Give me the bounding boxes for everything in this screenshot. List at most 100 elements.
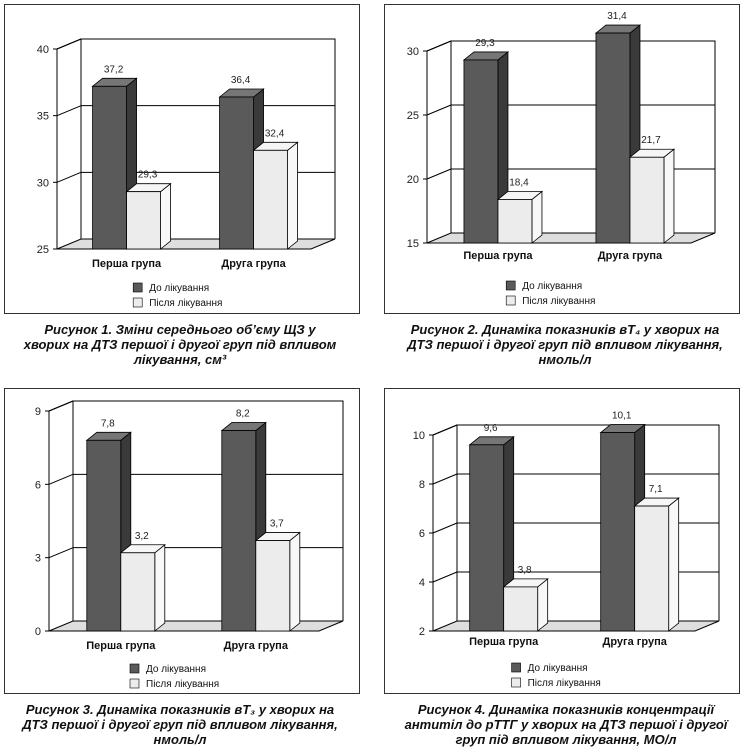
x-category-label: Перша група [469,636,539,648]
gridline-side [432,424,458,436]
chart-frame: 2 4 6 8 10 9,6 3,8 Перша група 10,1 7,1 Друга груп… [384,388,740,694]
y-tick-label: 8 [419,479,425,491]
bar-after-treatment [253,149,288,250]
figure-caption-2: Рисунок 2. Динаміка показників вТ₄ у хво… [407,322,723,367]
bar-before-treatment [221,430,257,632]
bar-side [160,182,171,250]
chart-panel-1: 25 30 35 40 37,2 29,3 Перша група 36,4 32,4 Друга… [4,4,360,314]
x-category-label: Перша група [463,250,533,262]
gridline-side [432,522,458,534]
data-label: 37,2 [104,64,124,75]
legend-label-after: Після лікування [146,679,219,690]
bar-after-treatment [503,586,539,632]
bar-after-treatment [634,505,670,632]
legend-swatch-after [129,678,140,689]
y-tick-label: 25 [37,244,49,256]
legend-label-after: Після лікування [149,298,222,309]
chart-panel-2: 15 20 25 30 29,3 18,4 Перша група 31,4 21,7 Друга… [384,4,740,314]
data-label: 7,1 [649,484,663,495]
data-label: 29,3 [475,38,495,49]
figure-caption-4: Рисунок 4. Динаміка показників концентра… [404,702,728,747]
data-label: 18,4 [509,177,529,188]
gridline-side [48,400,74,412]
y-tick-label: 2 [419,626,425,638]
bar-before-treatment [469,444,505,632]
y-tick-label: 15 [407,238,419,250]
gridline-side [426,40,452,52]
y-tick-label: 25 [407,110,419,122]
data-label: 8,2 [236,409,250,420]
gridline-side [48,547,74,559]
bar-chart-1: 25 30 35 40 37,2 29,3 Перша група 36,4 32,4 Друга… [37,38,336,309]
bar-before-treatment [219,96,254,250]
legend-label-before: До лікування [149,283,209,294]
bar-side [663,148,675,244]
bar-after-treatment [629,156,665,244]
bar-side [289,531,301,632]
y-tick-label: 20 [407,174,419,186]
bar-side [531,190,543,244]
chart-frame: 0 3 6 9 7,8 3,2 Перша група 8,2 3,7 Друга група До… [4,388,360,694]
y-tick-label: 6 [35,479,41,491]
legend-label-before: До лікування [528,663,588,674]
bar-after-treatment [120,552,156,632]
x-category-label: Друга група [224,640,289,652]
y-tick-label: 40 [37,44,49,56]
data-label: 32,4 [265,128,285,139]
legend-label-before: До лікування [522,281,582,292]
y-tick-label: 10 [413,430,425,442]
x-category-label: Перша група [92,258,162,270]
legend-swatch-after [511,677,521,688]
gridline-side [432,473,458,485]
legend-swatch-before [511,662,521,673]
data-label: 3,7 [270,519,284,530]
legend-swatch-before [505,280,516,291]
gridline-side [56,38,82,50]
legend-label-after: Після лікування [528,678,601,689]
data-label: 10,1 [612,411,632,422]
bar-chart-2: 15 20 25 30 29,3 18,4 Перша група 31,4 21,7 Друга… [407,11,716,307]
bar-before-treatment [600,432,636,632]
data-label: 36,4 [231,75,251,86]
y-tick-label: 35 [37,111,49,123]
legend-label-before: До лікування [146,664,206,675]
data-label: 3,8 [518,565,532,576]
gridline-side [56,171,82,183]
gridline-side [426,104,452,116]
bar-before-treatment [92,85,127,250]
gridline-side [432,571,458,583]
bar-side [287,141,298,250]
bar-before-treatment [463,59,499,244]
legend-swatch-before [129,663,140,674]
chart-panel-3: 0 3 6 9 7,8 3,2 Перша група 8,2 3,7 Друга група До… [4,388,360,694]
figure-caption-3: Рисунок 3. Динаміка показників вТ₃ у хво… [22,702,338,747]
legend-label-after: Після лікування [522,296,595,307]
gridline-side [48,473,74,485]
x-category-label: Друга група [603,636,668,648]
y-tick-label: 3 [35,553,41,565]
bar-side [154,543,166,632]
x-category-label: Друга група [221,258,286,270]
legend-swatch-after [132,297,143,308]
bar-before-treatment [86,439,122,632]
data-label: 29,3 [138,170,158,181]
data-label: 31,4 [607,11,627,22]
bar-chart-3: 0 3 6 9 7,8 3,2 Перша група 8,2 3,7 Друга група До… [35,400,344,690]
x-category-label: Друга група [598,250,663,262]
data-label: 3,2 [135,531,149,542]
bar-after-treatment [255,540,291,632]
y-tick-label: 6 [419,528,425,540]
y-tick-label: 30 [37,177,49,189]
bar-side [537,578,549,632]
y-tick-label: 30 [407,46,419,58]
chart-frame: 25 30 35 40 37,2 29,3 Перша група 36,4 32,4 Друга… [4,4,360,314]
legend-swatch-before [132,282,143,293]
data-label: 9,6 [484,423,498,434]
data-label: 21,7 [641,135,661,146]
gridline-side [426,168,452,180]
y-tick-label: 0 [35,626,41,638]
legend-swatch-after [505,295,516,306]
bar-after-treatment [497,199,533,244]
chart-frame: 15 20 25 30 29,3 18,4 Перша група 31,4 21,7 Друга… [384,4,740,314]
bar-chart-4: 2 4 6 8 10 9,6 3,8 Перша група 10,1 7,1 Друга груп… [413,411,720,689]
